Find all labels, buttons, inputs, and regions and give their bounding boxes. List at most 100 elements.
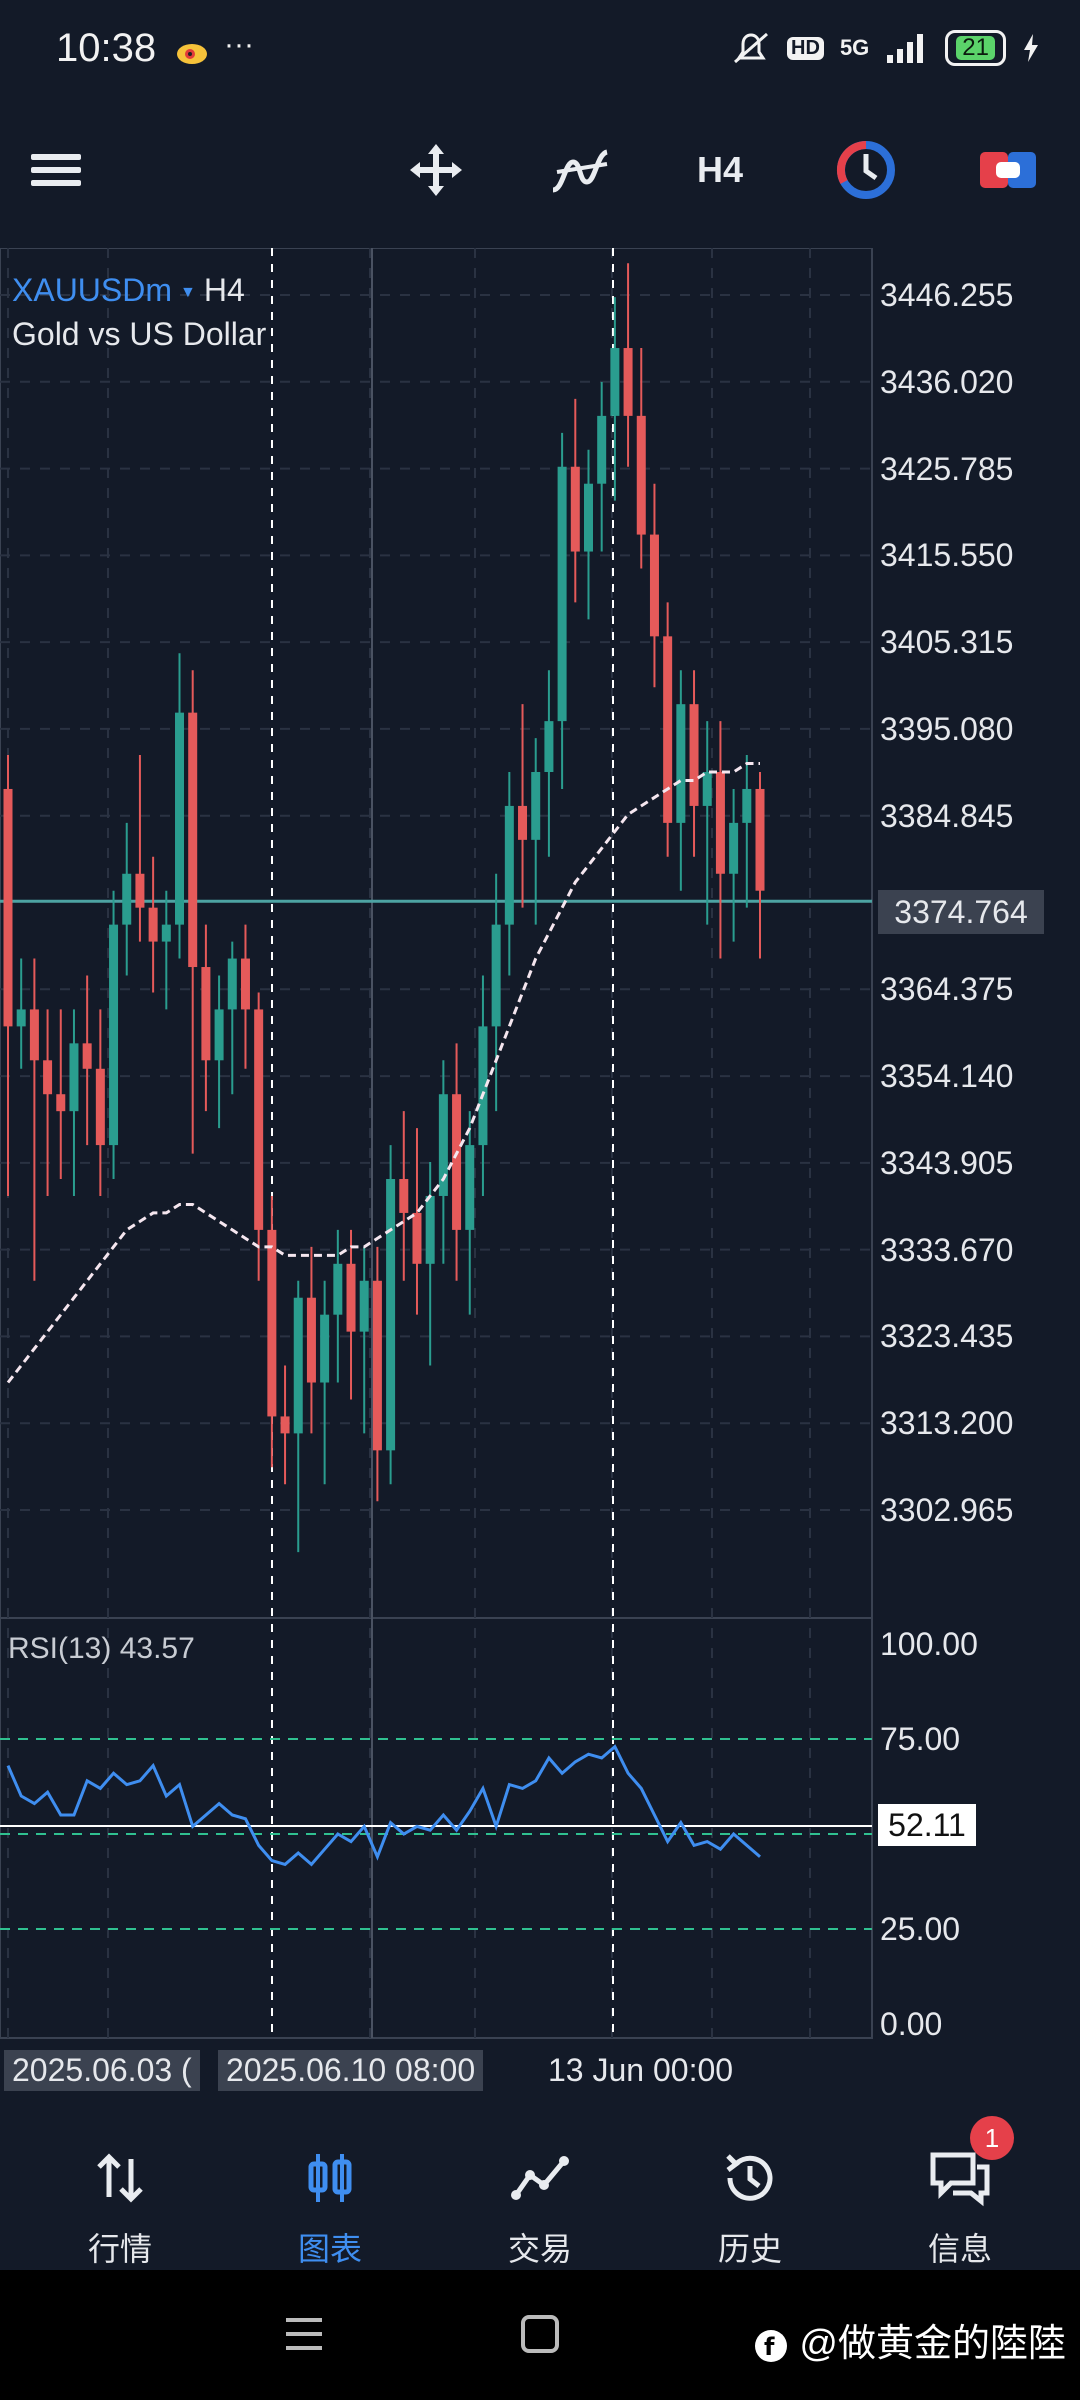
candle-body — [29, 1009, 39, 1061]
nav-quotes[interactable]: 行情 — [40, 2108, 200, 2268]
time-label-3: 13 Jun 00:00 — [548, 2052, 734, 2088]
candle-body — [465, 1145, 475, 1230]
candle-body — [188, 712, 198, 968]
candle-body — [518, 805, 528, 840]
candle-body — [504, 805, 514, 925]
candle-body — [214, 1009, 224, 1061]
candle-body — [452, 1094, 462, 1230]
candle-body — [320, 1314, 330, 1383]
candle-body — [386, 1179, 396, 1451]
system-navigation — [0, 2270, 1080, 2400]
candle-body — [16, 1009, 26, 1027]
candle-body — [742, 788, 752, 823]
candle-body — [227, 958, 237, 1010]
candle-body — [306, 1297, 316, 1383]
one-click-trading-icon[interactable] — [834, 120, 898, 220]
price-axis-label: 3384.845 — [880, 797, 1014, 834]
price-axis-label: 3446.255 — [880, 277, 1014, 313]
chart-icon — [308, 2154, 352, 2202]
price-axis-label: 3343.905 — [880, 1144, 1014, 1181]
chart-toolbar: H4 — [0, 120, 1080, 220]
candle-body — [478, 1026, 488, 1146]
svg-text:f: f — [764, 2333, 775, 2361]
trade-icon — [511, 2156, 569, 2200]
weibo-notification-icon — [177, 44, 207, 64]
rsi-axis-label: 25.00 — [880, 1911, 961, 1947]
candle-body — [531, 772, 541, 840]
more-notifications-icon: ··· — [224, 28, 254, 61]
candle-body — [267, 1229, 277, 1417]
candle-body — [372, 1280, 382, 1451]
candle-body — [438, 1094, 448, 1196]
candle-body — [715, 772, 725, 874]
price-axis-label: 3333.670 — [880, 1231, 1014, 1268]
crosshair-move-icon[interactable] — [400, 120, 472, 220]
symbol-description: Gold vs US Dollar — [12, 316, 267, 352]
candle-body — [491, 924, 501, 1027]
symbol-header[interactable]: XAUUSDm ▼ H4 — [12, 272, 245, 309]
candle-body — [280, 1416, 290, 1434]
watermark: f @做黄金的陸陸 — [753, 2312, 1066, 2367]
candle-body — [610, 348, 620, 416]
price-axis-label: 3313.200 — [880, 1405, 1014, 1442]
time-label-2: 2025.06.10 08:00 — [218, 2050, 484, 2091]
candle-body — [583, 483, 593, 552]
symbol-dropdown-icon[interactable]: ▼ — [180, 283, 196, 301]
chart-timeframe: H4 — [203, 272, 245, 308]
messages-badge: 1 — [970, 2116, 1014, 2160]
signal-5g-icon: 5G — [839, 35, 870, 60]
hd-icon: HD — [787, 36, 824, 60]
rsi-axis-label: 0.00 — [880, 2006, 943, 2042]
current-price-label: 3374.764 — [878, 890, 1044, 934]
nav-trade[interactable]: 交易 — [460, 2108, 620, 2268]
home-icon[interactable] — [520, 2314, 560, 2354]
candle-body — [254, 1009, 264, 1230]
menu-icon[interactable] — [28, 120, 84, 220]
history-icon — [726, 2154, 773, 2201]
price-axis-label: 3302.965 — [880, 1492, 1014, 1528]
status-icons: HD 5G 21 — [731, 30, 1040, 66]
candle-body — [333, 1263, 343, 1315]
rsi-axis-label: 75.00 — [880, 1721, 961, 1757]
trade-panel-icon[interactable] — [976, 120, 1040, 220]
recent-apps-icon[interactable] — [284, 2314, 324, 2354]
status-time: 10:38 — [56, 26, 157, 70]
indicators-icon[interactable] — [544, 120, 616, 220]
candle-body — [544, 721, 554, 773]
candle-body — [636, 415, 646, 535]
moving-average-line — [6, 762, 760, 1384]
candle-body — [122, 873, 132, 925]
price-axis-label: 3425.785 — [880, 450, 1014, 487]
candle-body — [43, 1060, 53, 1095]
candle-body — [425, 1195, 435, 1264]
price-axis-label: 3405.315 — [880, 624, 1014, 661]
candle-body — [399, 1179, 409, 1213]
candle-body — [623, 348, 633, 416]
price-axis-label: 3436.020 — [880, 363, 1014, 400]
timeframe-button[interactable]: H4 — [696, 149, 744, 190]
symbol-name[interactable]: XAUUSDm — [12, 272, 173, 308]
candle-body — [56, 1094, 66, 1112]
price-panel-border — [0, 248, 873, 1619]
signal-bars-icon — [887, 34, 924, 63]
candle-body — [359, 1280, 369, 1332]
candle-body — [557, 466, 567, 722]
nav-chart[interactable]: 图表 — [250, 2108, 410, 2268]
nav-history[interactable]: 历史 — [670, 2108, 830, 2268]
candle-body — [148, 907, 158, 942]
price-chart[interactable] — [0, 248, 1080, 2048]
weibo-logo-icon: f — [754, 2329, 787, 2362]
price-axis-label: 3364.375 — [880, 971, 1014, 1008]
rsi-line — [6, 1744, 761, 1867]
rsi-title: RSI(13) 43.57 — [8, 1632, 195, 1665]
candle-body — [95, 1068, 105, 1146]
candle-body — [412, 1212, 422, 1264]
mute-icon — [734, 32, 769, 64]
candle-body — [649, 534, 659, 637]
rsi-current-value: 52.11 — [878, 1804, 976, 1846]
candle-body — [201, 967, 211, 1061]
candle-body — [109, 924, 119, 1146]
candle-body — [689, 704, 699, 806]
price-axis-label: 3323.435 — [880, 1318, 1014, 1355]
nav-messages[interactable]: 信息 1 — [880, 2108, 1040, 2268]
